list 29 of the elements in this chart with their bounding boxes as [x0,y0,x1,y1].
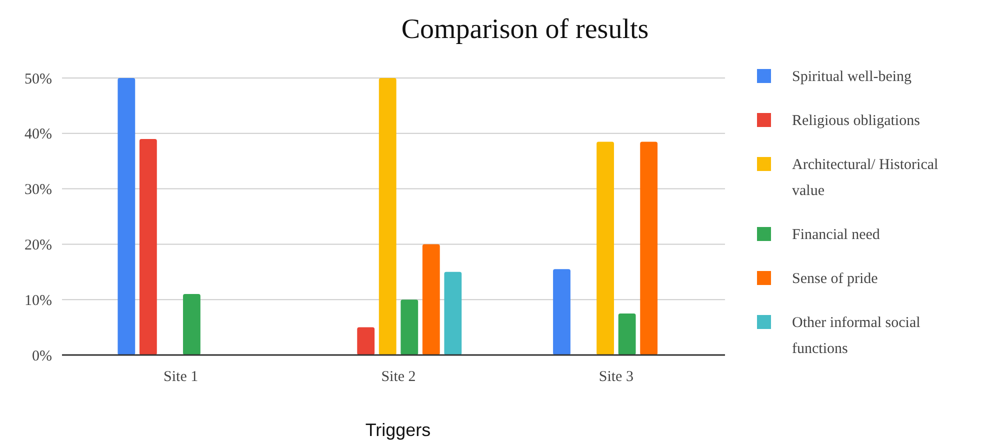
y-tick-label: 20% [24,237,52,254]
chart-title: Comparison of results [401,14,649,45]
y-tick-label: 40% [24,126,52,143]
bar [400,300,418,355]
legend-label: Spiritual well-being [792,69,912,85]
y-tick-label: 30% [24,182,52,198]
bar [596,142,614,355]
bar [640,142,658,355]
bar [357,327,375,355]
y-tick-label: 10% [24,292,52,309]
x-axis-title: Triggers [365,420,431,440]
bar [444,272,462,355]
x-tick-label: Site 2 [381,369,416,385]
bar [118,78,136,355]
legend-label: Financial need [792,227,880,243]
bar [618,313,636,355]
legend-label: Religious obligations [792,113,920,129]
bar [422,244,440,355]
x-tick-label: Site 3 [598,369,634,385]
y-tick-label: 0% [32,348,52,364]
bar [553,269,570,355]
legend-label: Architectural/ Historical value [792,157,938,199]
bar [378,78,396,355]
bar [183,294,200,355]
y-tick-label: 50% [24,71,52,88]
legend-label: Other informal social functions [792,315,920,357]
x-tick-label: Site 1 [164,369,198,385]
legend-label: Sense of pride [792,271,878,287]
bar [139,138,157,355]
